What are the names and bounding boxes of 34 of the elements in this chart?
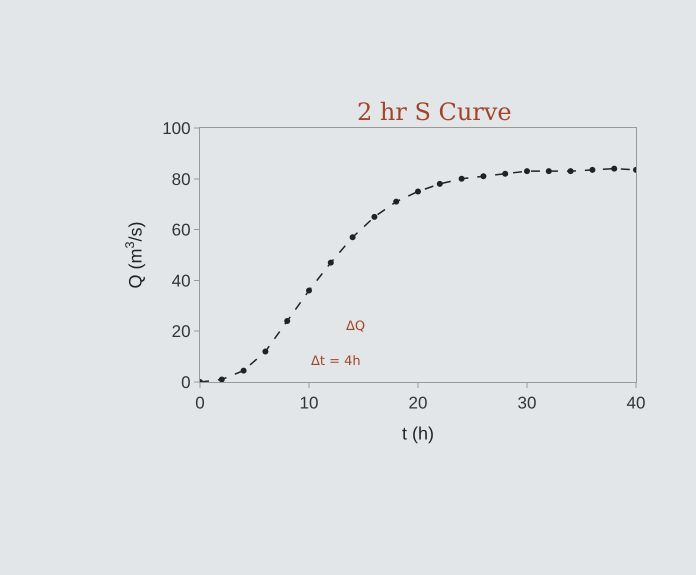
point xyxy=(350,234,356,240)
text: 2 hr S Curve xyxy=(357,98,512,126)
point xyxy=(371,214,378,220)
y-tick-label: 0 xyxy=(181,372,191,392)
y-tick-label: 80 xyxy=(172,170,191,189)
point xyxy=(458,176,465,182)
x-axis-title: t (h) xyxy=(402,424,434,444)
point xyxy=(480,173,486,180)
point xyxy=(546,168,552,174)
x-tick-label: 40 xyxy=(626,393,646,412)
point xyxy=(436,180,443,187)
annotation: Δt = 4h xyxy=(311,354,361,369)
point xyxy=(328,260,334,266)
point xyxy=(568,168,574,174)
x-tick-label: 30 xyxy=(518,393,536,412)
point xyxy=(524,168,530,174)
annotation: ΔQ xyxy=(346,319,366,334)
point xyxy=(218,376,225,382)
point xyxy=(502,170,508,177)
point xyxy=(589,166,596,173)
x-tick-label: 0 xyxy=(195,393,205,412)
point xyxy=(240,368,247,374)
y-tick-label: 100 xyxy=(162,118,191,138)
point xyxy=(611,166,618,172)
point xyxy=(262,348,268,355)
point xyxy=(284,318,290,324)
y-tick-label: 60 xyxy=(172,220,191,240)
x-tick-label: 10 xyxy=(300,393,318,412)
y-tick-label: 20 xyxy=(172,322,191,342)
point xyxy=(393,198,400,205)
point xyxy=(306,288,312,294)
y-tick-label: 40 xyxy=(172,271,191,290)
point xyxy=(415,188,421,194)
x-tick-label: 20 xyxy=(408,393,428,412)
